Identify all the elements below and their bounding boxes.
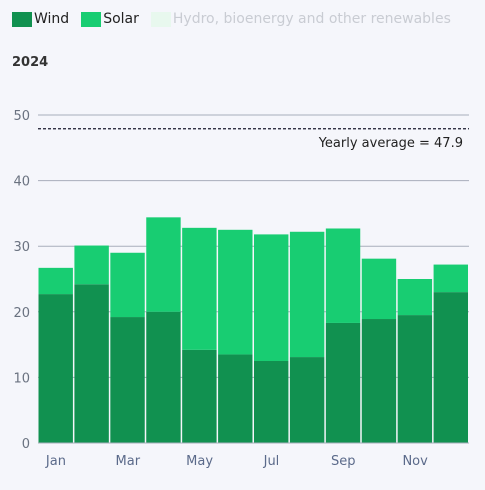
bar-solar-nov (397, 279, 433, 316)
bar-solar-mar (110, 252, 145, 318)
x-tick-label-mar: Mar (116, 454, 141, 469)
bar-solar-dec (433, 264, 468, 293)
y-tick-label-20: 20 (13, 306, 30, 321)
x-tick-label-sep: Sep (331, 454, 356, 469)
bar-wind-jul (254, 361, 289, 443)
bar-wind-oct (361, 319, 397, 443)
bar-wind-mar (110, 317, 145, 443)
bar-wind-jan (38, 294, 73, 443)
legend-swatch-solar (81, 11, 102, 27)
legend-label-solar: Solar (103, 11, 139, 27)
bar-solar-oct (361, 258, 397, 320)
chart-subtitle: 2024 (12, 55, 49, 70)
bar-solar-aug (289, 231, 325, 358)
bar-solar-apr (146, 217, 181, 312)
legend-swatch-wind (12, 11, 32, 27)
bar-wind-aug (289, 357, 325, 443)
bar-solar-jan (38, 267, 73, 295)
y-tick-label-0: 0 (22, 437, 30, 452)
legend-label-wind: Wind (34, 11, 70, 27)
bar-wind-nov (397, 315, 433, 443)
bar-solar-may (182, 227, 217, 350)
x-tick-label-jul: Jul (263, 454, 280, 469)
legend-item-solar[interactable]: Solar (81, 11, 139, 27)
bar-solar-feb (74, 245, 109, 285)
y-tick-label-10: 10 (13, 371, 30, 386)
x-tick-label-may: May (186, 454, 213, 469)
bar-wind-jun (218, 354, 253, 443)
legend-label-hydro: Hydro, bioenergy and other renewables (172, 11, 451, 27)
legend-item-hydro[interactable]: Hydro, bioenergy and other renewables (150, 11, 451, 27)
x-tick-label-jan: Jan (45, 454, 66, 469)
bar-wind-may (182, 349, 217, 443)
bar-wind-sep (325, 322, 361, 443)
bar-wind-feb (74, 284, 109, 443)
average-label: Yearly average = 47.9 (318, 136, 463, 151)
legend: Wind Solar Hydro, bioenergy and other re… (12, 11, 463, 27)
legend-item-wind[interactable]: Wind (12, 11, 69, 27)
bar-solar-jun (218, 229, 253, 355)
x-tick-label-nov: Nov (402, 454, 428, 469)
bar-solar-jul (254, 234, 289, 361)
y-tick-label-40: 40 (13, 175, 30, 190)
y-tick-label-30: 30 (13, 240, 30, 255)
bar-wind-dec (433, 292, 468, 443)
legend-swatch-hydro (150, 11, 171, 27)
y-tick-label-50: 50 (13, 109, 30, 124)
bar-solar-sep (325, 228, 361, 323)
bar-wind-apr (146, 311, 181, 443)
